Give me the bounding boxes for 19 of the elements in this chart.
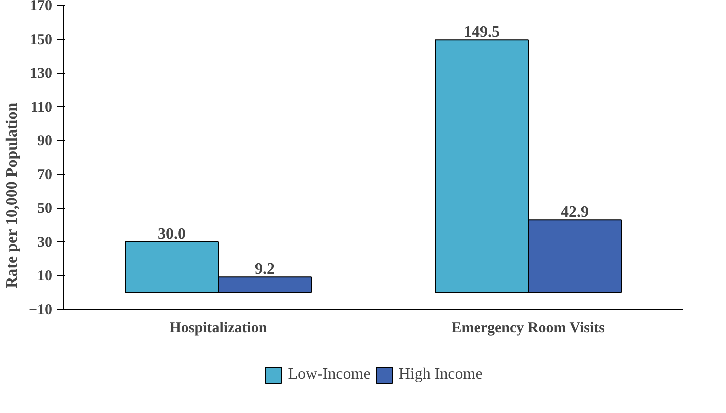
legend-label: High Income [398,366,483,384]
legend-label: Low-Income [288,366,371,384]
y-tick-label: 90 [38,134,52,150]
y-tick-label: 150 [30,32,52,48]
data-label: 42.9 [561,204,589,222]
y-tick-label: 50 [38,201,52,218]
x-tick-label: Emergency Room Visits [452,320,606,336]
y-tick-label: −10 [28,302,53,318]
data-label: 30.0 [158,226,186,243]
y-tick-label: 10 [38,268,52,285]
x-tick-label: Hospitalization [170,320,268,336]
data-label: 9.2 [255,261,275,278]
y-tick-label: 70 [38,167,52,184]
y-tick-label: 110 [30,100,53,116]
y-tick-label: 170 [30,0,52,14]
y-tick-label: 130 [30,66,52,82]
y-tick-label: 30 [38,234,52,251]
data-label: 149.5 [464,24,500,42]
y-axis-title: Rate per 10,000 Population [4,102,21,288]
